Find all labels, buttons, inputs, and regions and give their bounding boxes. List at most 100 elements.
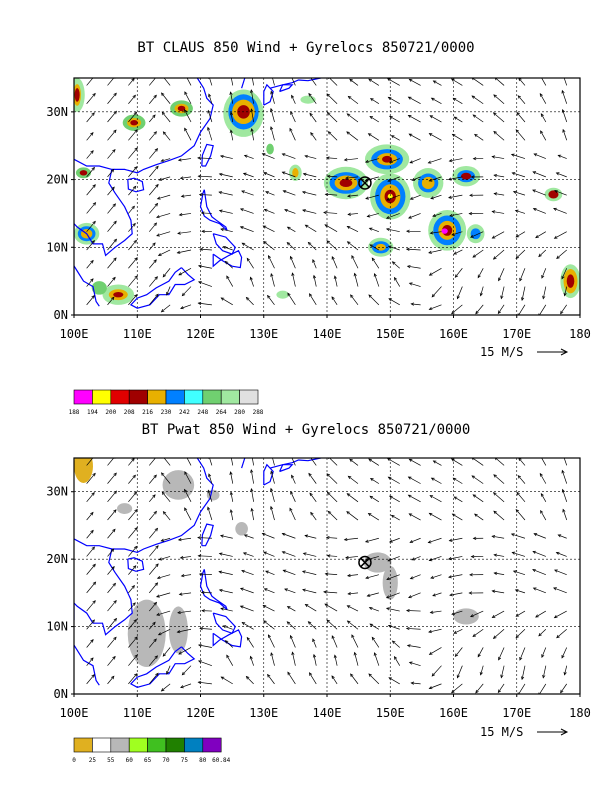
wind-arrow-head — [451, 611, 455, 616]
wind-arrow-head — [369, 623, 374, 627]
wind-arrow — [367, 592, 379, 597]
wind-arrow-head — [349, 458, 353, 463]
wind-arrow-head — [347, 475, 352, 480]
wind-arrow — [346, 131, 359, 141]
wind-arrow — [386, 574, 400, 580]
legend-swatch — [165, 737, 185, 753]
wind-arrow-head — [343, 537, 348, 542]
wind-arrow — [128, 509, 138, 521]
wind-arrow-head — [560, 310, 564, 315]
wind-arrow — [369, 623, 380, 630]
wind-arrow-head — [263, 208, 268, 212]
wind-arrow-head — [479, 292, 483, 297]
wind-arrow — [561, 470, 568, 484]
wind-arrow-head — [324, 603, 329, 607]
wind-arrow — [148, 78, 156, 86]
wind-arrow-head — [491, 155, 496, 159]
wind-arrow-head — [447, 177, 452, 181]
legend-swatch — [73, 389, 93, 405]
wind-arrow — [349, 79, 359, 86]
wind-arrow — [475, 683, 484, 694]
legend-label: 188 — [69, 409, 80, 416]
wind-arrow-head — [229, 129, 233, 134]
wind-arrow-head — [91, 674, 95, 678]
wind-arrow — [148, 259, 157, 269]
wind-arrow-head — [347, 592, 352, 596]
wind-arrow — [492, 590, 505, 594]
wind-arrow-head — [474, 513, 478, 517]
wind-arrow — [410, 194, 421, 200]
wind-arrow — [148, 222, 157, 232]
wind-arrow — [388, 298, 400, 306]
wind-arrow-head — [368, 227, 373, 231]
wind-arrow — [148, 638, 157, 648]
wind-arrow — [308, 93, 317, 104]
wind-arrow — [198, 681, 212, 685]
wind-arrow-head — [448, 159, 453, 163]
wind-arrow — [386, 592, 400, 599]
wind-arrow — [305, 224, 317, 233]
wind-arrow — [240, 588, 254, 594]
wind-arrow — [515, 509, 526, 521]
wind-arrow — [388, 677, 400, 685]
wind-arrow-head — [510, 153, 515, 157]
wind-arrow-head — [113, 92, 117, 97]
wind-arrow-head — [155, 165, 159, 170]
wind-arrow-head — [134, 508, 138, 513]
wind-vectors — [86, 78, 568, 315]
wind-arrow-head — [262, 225, 267, 229]
wind-arrow — [310, 132, 317, 141]
wind-arrow-head — [553, 235, 558, 239]
wind-arrow-head — [268, 255, 271, 259]
wind-arrow-head — [326, 111, 331, 116]
wind-arrow — [128, 619, 137, 630]
wind-arrow — [184, 128, 192, 141]
wind-arrow — [500, 286, 505, 299]
map-panel-2: 100E 110E 120E 130E 140E 150E 160E 170E 180 0N 10N… — [46, 455, 591, 764]
wind-arrow-head — [270, 505, 274, 510]
wind-arrow-head — [428, 133, 433, 137]
wind-arrow — [409, 661, 421, 667]
wind-arrow — [561, 268, 568, 279]
wind-arrow — [251, 488, 254, 502]
wind-arrow — [492, 156, 505, 159]
wind-arrow-head — [250, 108, 254, 112]
legend-swatch — [110, 737, 130, 753]
wind-arrow-head — [312, 259, 316, 263]
wind-arrow-head — [428, 272, 433, 276]
wind-arrow-head — [113, 599, 117, 604]
wind-arrow-head — [406, 229, 410, 233]
wind-arrow-head — [472, 114, 477, 118]
wind-arrow — [429, 647, 442, 655]
wind-arrow-head — [409, 576, 414, 580]
wind-arrow-head — [454, 653, 459, 658]
wind-arrow-head — [472, 633, 477, 637]
wind-arrow-head — [391, 640, 396, 644]
wind-arrow — [244, 534, 254, 539]
wind-arrow-head — [92, 581, 97, 586]
wind-arrow — [226, 275, 234, 287]
wind-arrow — [388, 96, 400, 105]
wind-arrow-head — [304, 534, 309, 538]
wind-arrow — [554, 610, 567, 618]
wind-arrow — [310, 512, 317, 521]
wind-arrow-head — [474, 133, 478, 138]
wind-arrow-head — [197, 156, 201, 160]
wind-arrow-head — [271, 455, 274, 458]
coastline — [279, 84, 294, 93]
wind-arrow-head — [405, 626, 410, 631]
wind-arrow-head — [270, 107, 274, 112]
wind-arrow — [512, 552, 526, 557]
wind-arrow — [107, 458, 115, 466]
wind-arrow — [368, 458, 380, 466]
coastline — [279, 464, 294, 473]
wind-arrow — [181, 574, 192, 577]
wind-arrow-head — [261, 532, 266, 536]
wind-arrow-head — [500, 295, 504, 300]
wind-arrow-head — [239, 587, 244, 591]
wind-arrow-head — [471, 95, 476, 99]
map-area — [74, 78, 580, 315]
wind-arrow — [368, 78, 380, 86]
wind-arrow — [128, 166, 138, 178]
wind-arrow-head — [346, 511, 350, 515]
